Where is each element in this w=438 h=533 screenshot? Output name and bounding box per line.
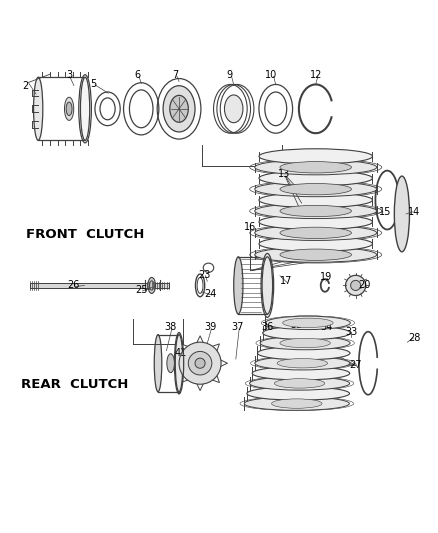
Text: 41: 41 (175, 348, 187, 358)
Ellipse shape (280, 249, 351, 261)
Circle shape (350, 280, 361, 290)
Ellipse shape (259, 192, 372, 208)
Text: 23: 23 (198, 270, 211, 280)
Text: 14: 14 (408, 207, 420, 217)
Text: 27: 27 (350, 360, 362, 370)
Ellipse shape (283, 318, 333, 328)
Text: FRONT  CLUTCH: FRONT CLUTCH (25, 229, 144, 241)
Ellipse shape (265, 316, 350, 329)
Ellipse shape (280, 338, 330, 348)
Ellipse shape (224, 95, 243, 123)
Text: 17: 17 (280, 276, 293, 286)
Ellipse shape (234, 257, 243, 314)
Ellipse shape (175, 335, 183, 392)
Ellipse shape (259, 149, 372, 164)
Ellipse shape (247, 387, 350, 400)
Text: 37: 37 (232, 322, 244, 333)
Ellipse shape (280, 227, 351, 239)
Ellipse shape (255, 225, 377, 240)
Text: 10: 10 (265, 70, 278, 80)
Ellipse shape (244, 397, 350, 410)
Ellipse shape (280, 205, 351, 217)
Text: 5: 5 (90, 78, 96, 88)
Ellipse shape (394, 176, 410, 252)
Text: 13: 13 (278, 169, 290, 179)
Ellipse shape (258, 346, 350, 360)
Ellipse shape (255, 247, 377, 262)
Ellipse shape (277, 359, 328, 368)
Ellipse shape (260, 336, 350, 350)
Circle shape (188, 351, 212, 375)
Bar (30, 283, 169, 288)
Text: 20: 20 (358, 280, 370, 290)
Text: 33: 33 (345, 327, 357, 337)
Text: 28: 28 (408, 333, 421, 343)
Circle shape (195, 358, 205, 368)
Text: REAR  CLUTCH: REAR CLUTCH (21, 378, 129, 391)
Text: 16: 16 (244, 222, 257, 231)
Text: 3: 3 (67, 70, 73, 80)
Ellipse shape (259, 214, 372, 230)
Text: 38: 38 (165, 322, 177, 333)
Ellipse shape (148, 278, 155, 293)
Text: 12: 12 (310, 70, 322, 80)
Ellipse shape (170, 95, 188, 122)
Ellipse shape (272, 399, 322, 408)
Ellipse shape (255, 204, 377, 219)
Text: 19: 19 (320, 272, 332, 282)
Ellipse shape (250, 377, 350, 390)
Ellipse shape (252, 367, 350, 380)
Text: 9: 9 (226, 70, 233, 80)
Ellipse shape (64, 97, 74, 120)
Ellipse shape (167, 354, 174, 373)
Ellipse shape (81, 77, 90, 140)
Ellipse shape (280, 161, 351, 173)
Text: 34: 34 (320, 322, 332, 333)
Ellipse shape (274, 378, 325, 388)
Ellipse shape (259, 171, 372, 186)
Ellipse shape (34, 77, 43, 140)
Ellipse shape (255, 182, 377, 197)
Text: 39: 39 (205, 322, 217, 333)
Ellipse shape (163, 86, 195, 132)
Text: 2: 2 (22, 80, 29, 91)
Ellipse shape (255, 160, 377, 175)
Text: 25: 25 (135, 285, 148, 295)
Text: 15: 15 (379, 207, 391, 217)
Ellipse shape (255, 357, 350, 370)
Ellipse shape (262, 257, 272, 314)
Circle shape (179, 342, 221, 384)
Text: 24: 24 (205, 289, 217, 299)
Ellipse shape (259, 236, 372, 252)
Ellipse shape (66, 102, 72, 116)
Ellipse shape (154, 335, 162, 392)
Text: 6: 6 (134, 70, 140, 80)
Ellipse shape (263, 326, 350, 340)
Text: 36: 36 (261, 322, 273, 333)
Circle shape (346, 276, 366, 295)
Ellipse shape (280, 183, 351, 195)
Text: 35: 35 (290, 320, 303, 330)
Text: 26: 26 (68, 280, 80, 290)
Text: 7: 7 (172, 70, 178, 80)
